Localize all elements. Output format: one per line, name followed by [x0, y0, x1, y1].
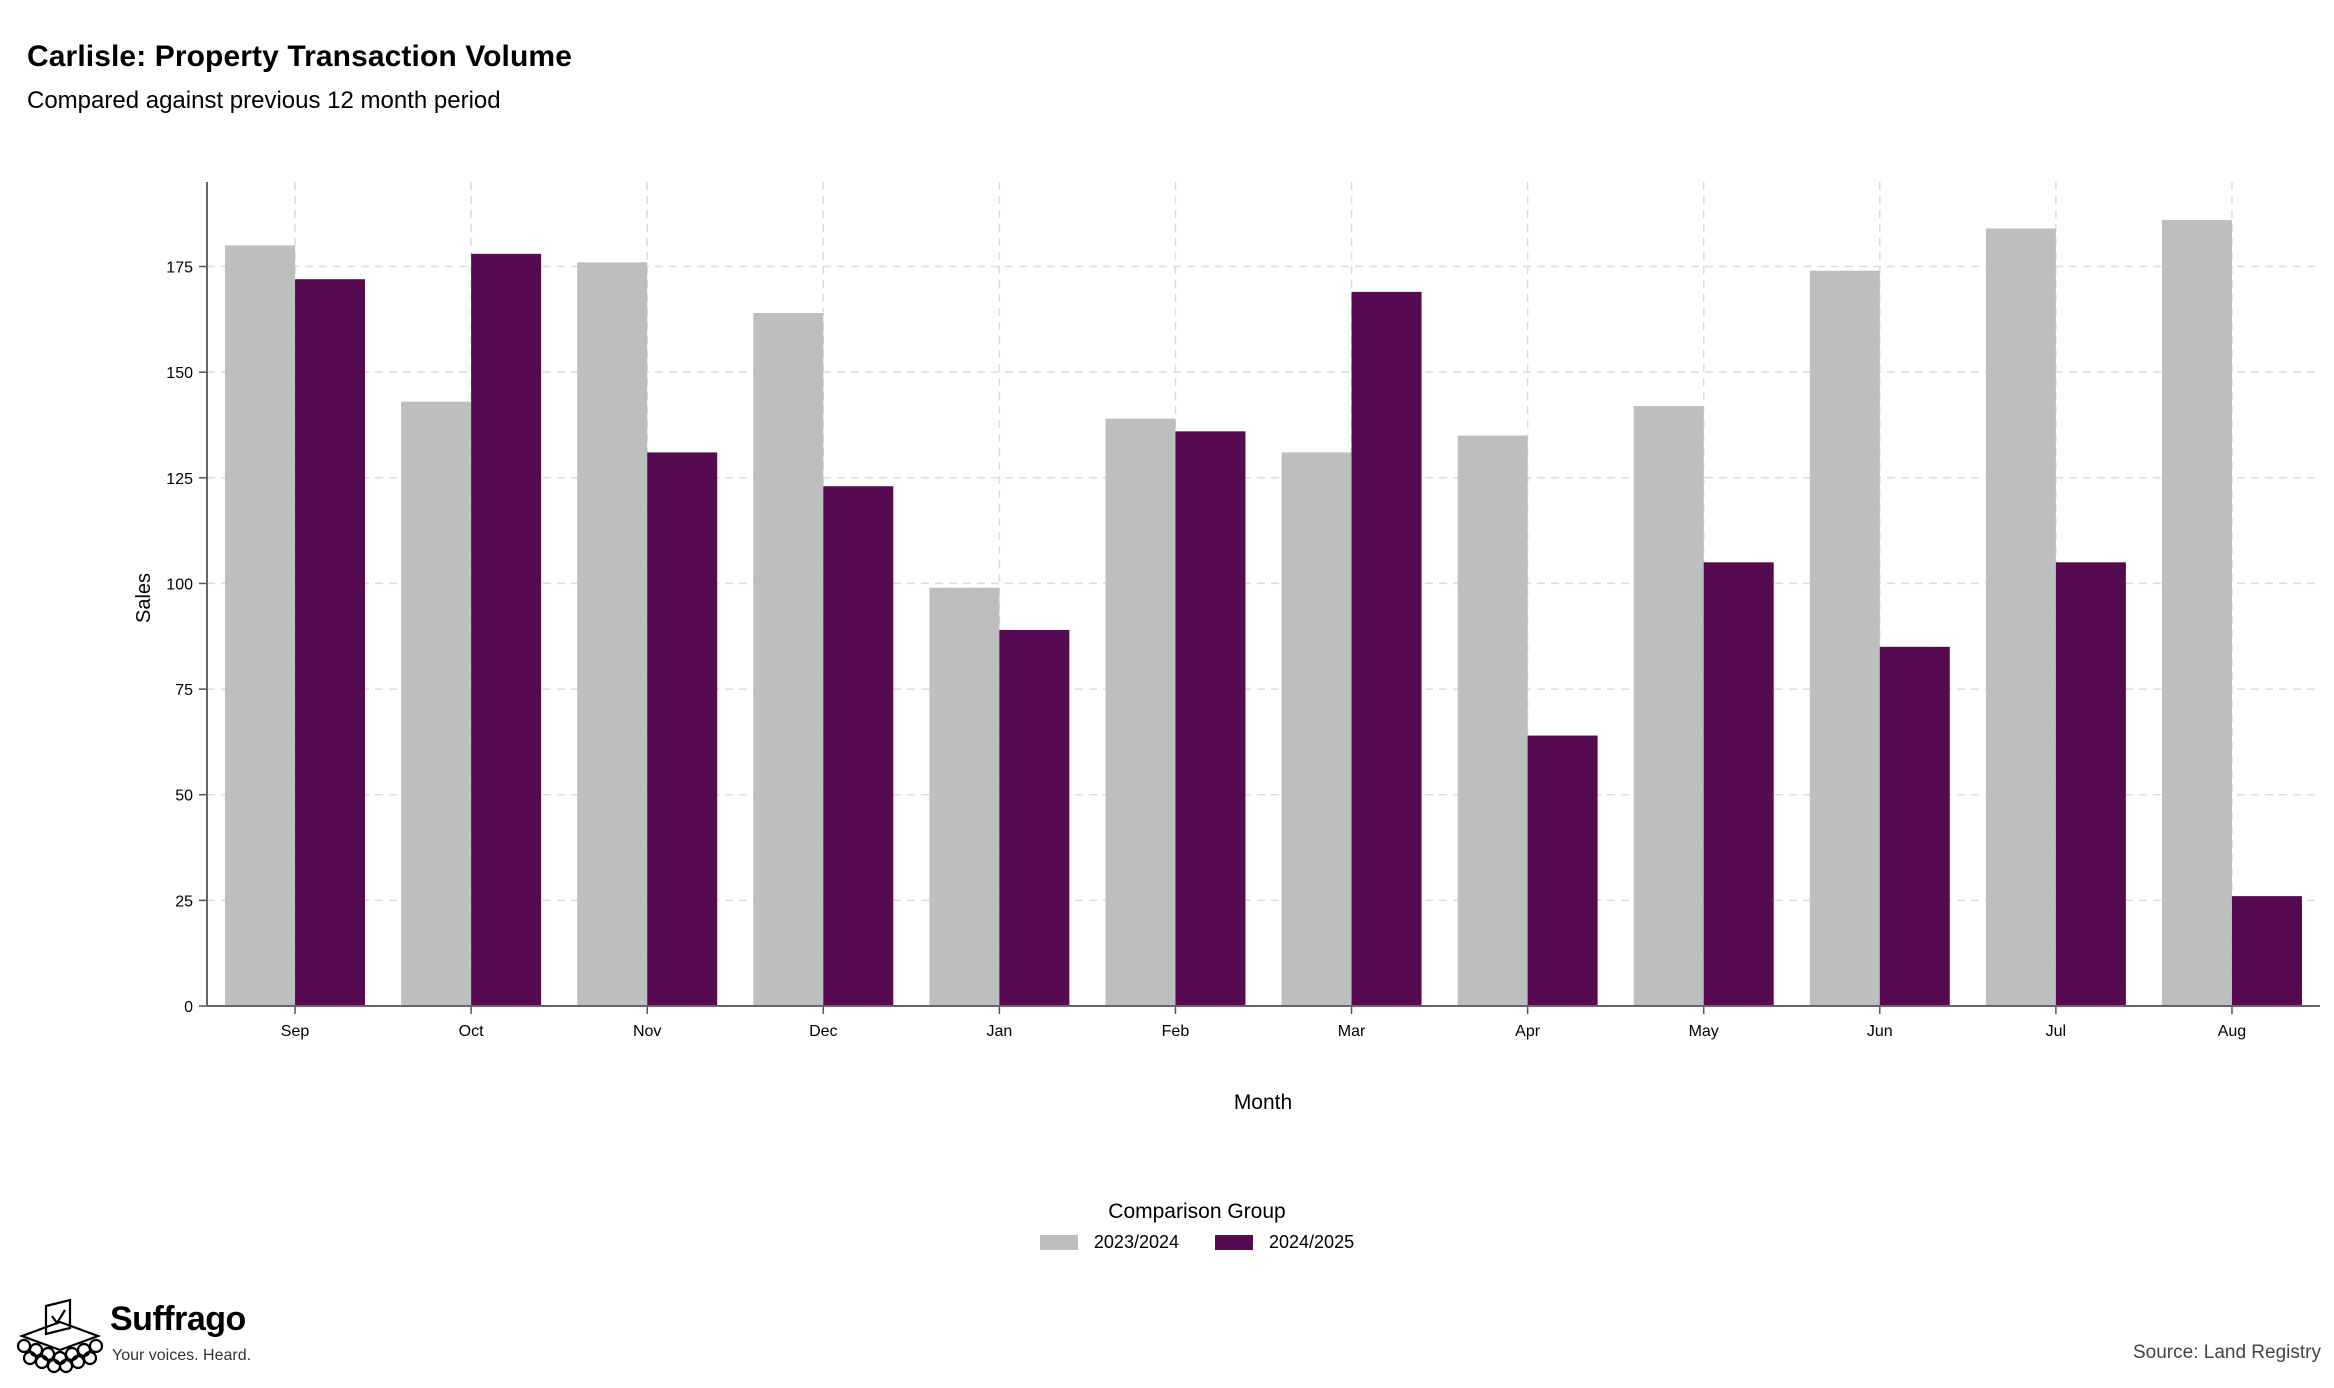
bar-mar-2024-2025	[1351, 291, 1422, 1006]
bar-oct-2023-2024	[401, 401, 472, 1006]
x-tick-label: Jul	[2046, 1023, 2066, 1040]
legend-items: 2023/2024 2024/2025	[0, 1232, 2334, 1253]
bar-apr-2024-2025	[1527, 735, 1598, 1006]
y-tick-label: 175	[166, 260, 193, 277]
y-tick-label: 75	[175, 682, 193, 699]
x-tick-label: Jan	[986, 1023, 1012, 1040]
x-tick-label: Nov	[633, 1023, 661, 1040]
chart-title: Carlisle: Property Transaction Volume	[27, 40, 572, 73]
bar-aug-2024-2025	[2231, 896, 2302, 1006]
x-tick-label: Dec	[809, 1023, 837, 1040]
bar-oct-2024-2025	[471, 253, 542, 1007]
chart-subtitle: Compared against previous 12 month perio…	[27, 87, 501, 114]
bar-chart: 0 25 50 75 100 125 150 175 Sep Oct Nov Dec Jan Feb Mar…	[133, 182, 2320, 1114]
legend: Comparison Group 2023/2024 2024/2025	[0, 1200, 2334, 1253]
brand-tagline: Your voices. Heard.	[112, 1347, 252, 1364]
bar-nov-2023-2024	[577, 262, 648, 1006]
bar-jul-2023-2024	[1985, 228, 2056, 1006]
bar-jan-2023-2024	[929, 587, 1000, 1006]
bar-aug-2023-2024	[2161, 220, 2232, 1006]
bar-may-2024-2025	[1703, 562, 1774, 1006]
x-tick-label: Jun	[1867, 1023, 1893, 1040]
x-tick-label: Apr	[1515, 1023, 1541, 1040]
bar-may-2023-2024	[1633, 405, 1704, 1006]
bar-dec-2023-2024	[753, 312, 824, 1006]
legend-item-2024-2025: 2024/2025	[1215, 1232, 1354, 1253]
bar-dec-2024-2025	[823, 486, 894, 1006]
bar-nov-2024-2025	[647, 452, 718, 1006]
bar-feb-2024-2025	[1175, 431, 1246, 1006]
y-tick-label: 100	[166, 576, 193, 593]
legend-item-2023-2024: 2023/2024	[1039, 1232, 1179, 1253]
legend-swatch-2023-2024	[1039, 1235, 1078, 1250]
bar-sep-2024-2025	[295, 279, 366, 1006]
y-axis-label: Sales	[133, 573, 155, 623]
legend-swatch-2024-2025	[1215, 1235, 1253, 1250]
y-tick-label: 25	[175, 893, 193, 910]
bar-mar-2023-2024	[1281, 452, 1352, 1006]
bar-jan-2024-2025	[999, 629, 1070, 1006]
y-tick-label: 50	[175, 788, 193, 805]
ballot-box-logo-icon	[16, 1298, 104, 1374]
x-tick-label: Oct	[459, 1023, 484, 1040]
x-tick-label: Sep	[281, 1023, 310, 1040]
axes: 0 25 50 75 100 125 150 175 Sep Oct Nov Dec Jan Feb Mar…	[166, 182, 2320, 1040]
legend-label-2024-2025: 2024/2025	[1269, 1232, 1355, 1252]
bar-feb-2023-2024	[1105, 418, 1176, 1007]
x-tick-label: Feb	[1162, 1023, 1190, 1040]
bar-apr-2023-2024	[1457, 435, 1528, 1006]
bar-sep-2023-2024	[225, 245, 296, 1006]
brand-name: Suffrago	[110, 1300, 246, 1338]
bar-jul-2024-2025	[2055, 562, 2126, 1006]
y-tick-label: 150	[166, 365, 193, 382]
bars	[225, 220, 2302, 1007]
bar-jun-2024-2025	[1879, 646, 1950, 1006]
bar-jun-2023-2024	[1809, 270, 1880, 1006]
x-tick-label: May	[1689, 1023, 1719, 1040]
source-note: Source: Land Registry	[2133, 1342, 2321, 1363]
x-axis-label: Month	[1234, 1091, 1292, 1114]
x-tick-label: Aug	[2218, 1023, 2246, 1040]
legend-title: Comparison Group	[1108, 1200, 1286, 1223]
y-tick-label: 125	[166, 471, 193, 488]
legend-label-2023-2024: 2023/2024	[1093, 1232, 1179, 1252]
y-tick-label: 0	[184, 999, 193, 1016]
x-tick-label: Mar	[1338, 1023, 1366, 1040]
